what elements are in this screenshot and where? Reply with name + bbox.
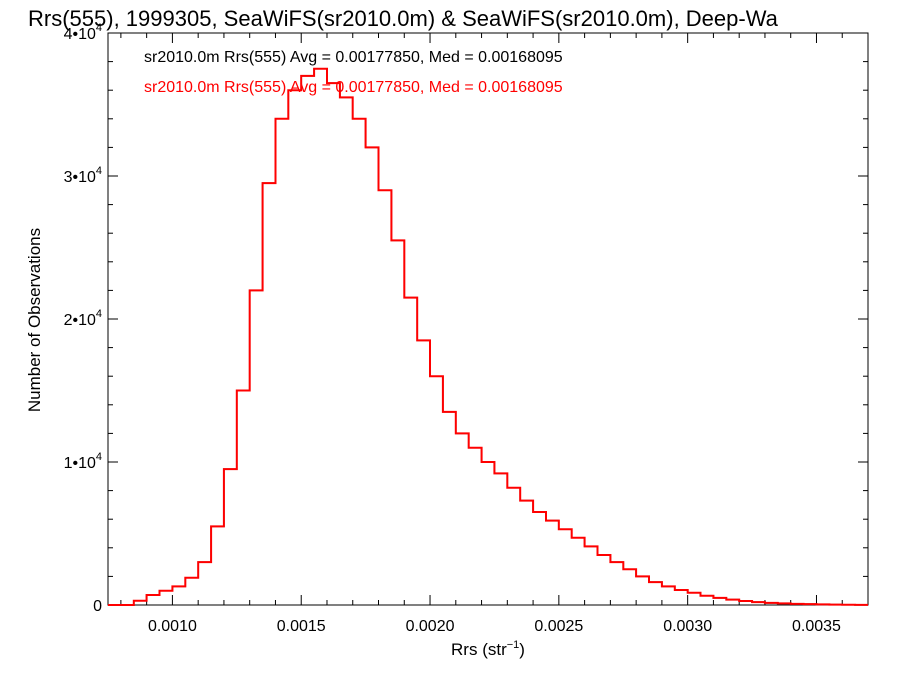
y-tick-label: 2•104 (64, 308, 102, 329)
x-axis-label-main: Rrs (str (451, 640, 507, 659)
x-tick-label: 0.0010 (148, 618, 197, 635)
plot-frame (107, 32, 869, 606)
series-line-red (108, 67, 868, 606)
series-line-black (108, 68, 868, 606)
x-tick-label: 0.0020 (406, 618, 455, 635)
axis-ticks (108, 32, 869, 606)
y-tick-label: 1•104 (64, 451, 102, 472)
y-tick-exponent: 4 (96, 165, 102, 177)
y-tick-exponent: 4 (96, 451, 102, 463)
y-tick-exponent: 4 (96, 308, 102, 320)
y-tick-exponent: 4 (96, 22, 102, 34)
x-tick-label: 0.0035 (792, 618, 841, 635)
x-tick-label: 0.0015 (277, 618, 326, 635)
y-tick-label: 0 (93, 598, 102, 615)
y-tick-label: 4•104 (64, 22, 102, 43)
series-layer (108, 67, 868, 606)
y-tick-mantissa: 0 (93, 598, 102, 615)
x-axis-label: Rrs (str−1) (451, 639, 525, 659)
x-tick-label: 0.0025 (534, 618, 583, 635)
chart-title: Rrs(555), 1999305, SeaWiFS(sr2010.0m) & … (28, 6, 779, 31)
y-tick-label: 3•104 (64, 165, 102, 186)
legend-entry-black: sr2010.0m Rrs(555) Avg = 0.00177850, Med… (144, 49, 563, 66)
y-tick-mantissa: 2•10 (64, 312, 96, 329)
x-tick-labels: 0.0010 0.0015 0.0020 0.0025 0.0030 0.0035 (148, 618, 841, 635)
y-axis-label: Number of Observations (25, 228, 44, 412)
y-tick-mantissa: 1•10 (64, 455, 96, 472)
y-tick-mantissa: 3•10 (64, 169, 96, 186)
legend-entry-red: sr2010.0m Rrs(555) Avg = 0.00177850, Med… (144, 79, 563, 96)
x-tick-label: 0.0030 (663, 618, 712, 635)
y-tick-mantissa: 4•10 (64, 26, 96, 43)
x-axis-label-superscript: −1 (507, 639, 520, 651)
x-axis-label-end: ) (519, 640, 525, 659)
